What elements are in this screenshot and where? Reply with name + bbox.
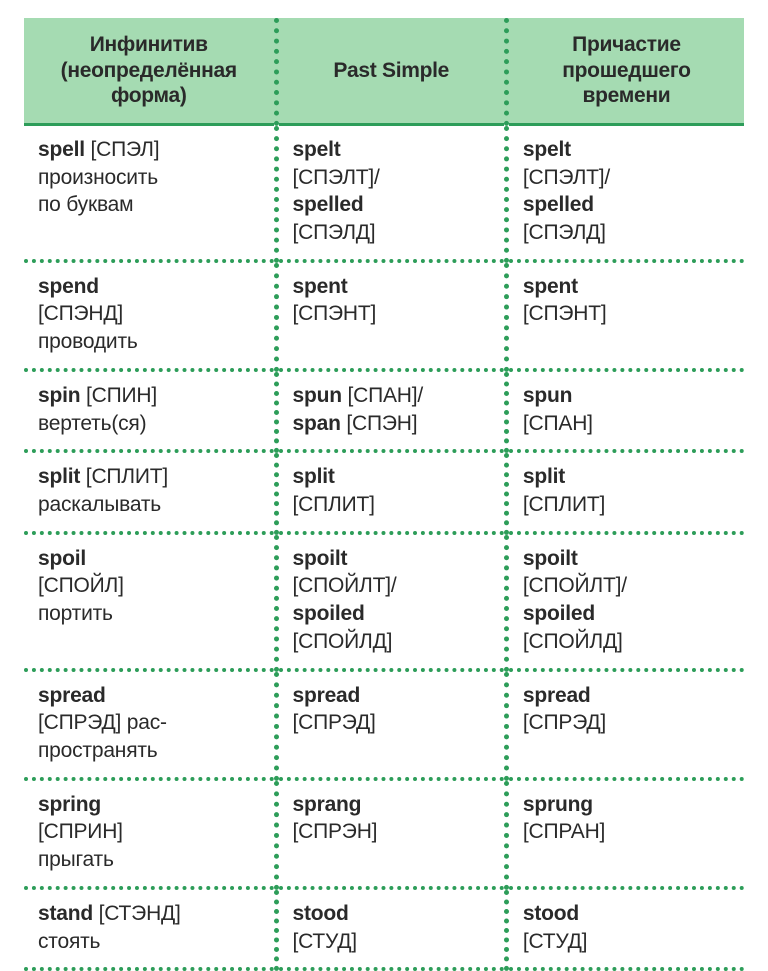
- cell-past-simple: split[СПЛИТ]: [276, 451, 506, 532]
- cell-past-simple: sprang[СПРЭН]: [276, 779, 506, 888]
- verbs-table: Инфинитив (неопределённая форма) Past Si…: [24, 18, 744, 971]
- table-row: spend[СПЭНД]проводитьspent[СПЭНТ]spent[С…: [24, 261, 744, 370]
- table-row: split [СПЛИТ]раскалыватьsplit[СПЛИТ]spli…: [24, 451, 744, 532]
- table-row: spin [СПИН]вертеть(ся)spun [СПАН]/span […: [24, 370, 744, 451]
- cell-past-simple: spent[СПЭНТ]: [276, 261, 506, 370]
- table-row: spell [СПЭЛ]произноситьпо буквамspelt[СП…: [24, 124, 744, 260]
- cell-infinitive: spin [СПИН]вертеть(ся): [24, 370, 276, 451]
- cell-past-simple: spelt[СПЭЛТ]/spelled[СПЭЛД]: [276, 124, 506, 260]
- cell-infinitive: stand [СТЭНД]стоять: [24, 888, 276, 969]
- cell-past-participle: spread[СПРЭД]: [506, 670, 744, 779]
- cell-infinitive: spoil[СПОЙЛ]портить: [24, 533, 276, 670]
- cell-past-participle: stood[СТУД]: [506, 888, 744, 969]
- table-container: Инфинитив (неопределённая форма) Past Si…: [0, 0, 768, 971]
- cell-past-participle: spun[СПАН]: [506, 370, 744, 451]
- table-body: spell [СПЭЛ]произноситьпо буквамspelt[СП…: [24, 124, 744, 969]
- cell-infinitive: spring[СПРИН]прыгать: [24, 779, 276, 888]
- cell-past-simple: spoilt[СПОЙЛТ]/spoiled[СПОЙЛД]: [276, 533, 506, 670]
- cell-past-participle: spoilt[СПОЙЛТ]/spoiled[СПОЙЛД]: [506, 533, 744, 670]
- header-past-simple: Past Simple: [276, 18, 506, 124]
- cell-past-simple: stood[СТУД]: [276, 888, 506, 969]
- cell-past-simple: spun [СПАН]/span [СПЭН]: [276, 370, 506, 451]
- header-past-participle: Причастие прошедшего времени: [506, 18, 744, 124]
- cell-past-participle: spent[СПЭНТ]: [506, 261, 744, 370]
- cell-past-participle: sprung[СПРАН]: [506, 779, 744, 888]
- table-row: spring[СПРИН]прыгатьsprang[СПРЭН]sprung[…: [24, 779, 744, 888]
- table-row: stand [СТЭНД]стоятьstood[СТУД]stood[СТУД…: [24, 888, 744, 969]
- cell-infinitive: spell [СПЭЛ]произноситьпо буквам: [24, 124, 276, 260]
- cell-infinitive: spread[СПРЭД] рас-пространять: [24, 670, 276, 779]
- header-infinitive: Инфинитив (неопределённая форма): [24, 18, 276, 124]
- table-row: spoil[СПОЙЛ]портитьspoilt[СПОЙЛТ]/spoile…: [24, 533, 744, 670]
- table-head: Инфинитив (неопределённая форма) Past Si…: [24, 18, 744, 124]
- cell-infinitive: split [СПЛИТ]раскалывать: [24, 451, 276, 532]
- table-row: spread[СПРЭД] рас-пространятьspread[СПРЭ…: [24, 670, 744, 779]
- cell-past-participle: spelt[СПЭЛТ]/spelled[СПЭЛД]: [506, 124, 744, 260]
- cell-past-participle: split[СПЛИТ]: [506, 451, 744, 532]
- cell-past-simple: spread[СПРЭД]: [276, 670, 506, 779]
- cell-infinitive: spend[СПЭНД]проводить: [24, 261, 276, 370]
